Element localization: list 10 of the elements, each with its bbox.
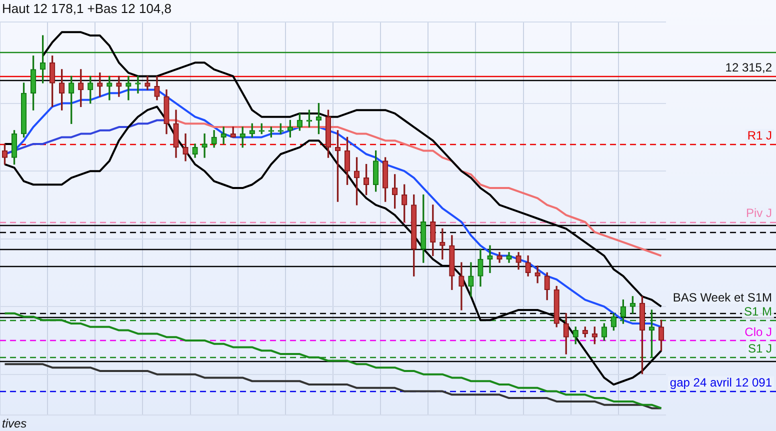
ref-line-label: S1 M (744, 304, 772, 318)
ref-line-label: gap 24 avril 12 091 (670, 376, 772, 390)
annotation: 12 315,2 (725, 60, 772, 75)
ref-line-label: S1 J (748, 342, 772, 356)
ref-line-label: R1 J (747, 128, 772, 142)
text: Haut 12 178,1 +Bas 12 104,8 (2, 1, 172, 16)
ref-line-label: BAS Week et S1M (672, 290, 772, 304)
ref-line-label: Clo J (744, 324, 772, 339)
text: tives (2, 416, 27, 430)
ref-line-label: Piv J (746, 206, 772, 220)
